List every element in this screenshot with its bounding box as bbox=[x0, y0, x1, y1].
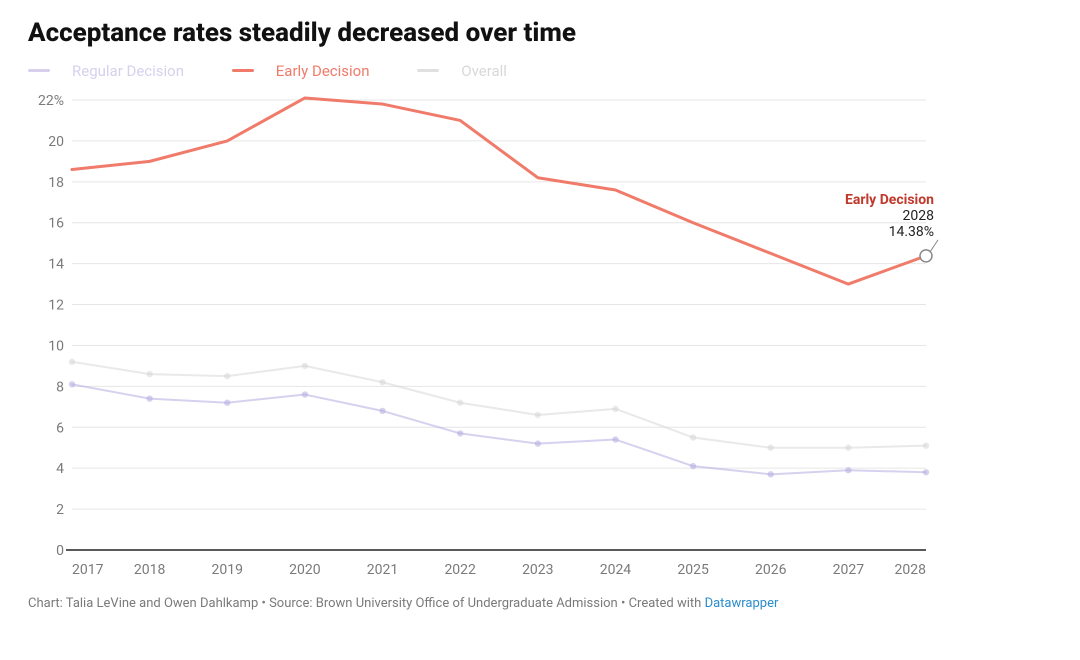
legend-item-regular: Regular Decision bbox=[28, 62, 206, 80]
svg-text:14.38%: 14.38% bbox=[889, 223, 934, 239]
svg-text:2025: 2025 bbox=[677, 562, 709, 578]
legend-label-early: Early Decision bbox=[276, 62, 370, 80]
svg-text:2018: 2018 bbox=[134, 562, 166, 578]
svg-text:10: 10 bbox=[48, 338, 64, 354]
svg-text:6: 6 bbox=[56, 420, 64, 436]
svg-text:2026: 2026 bbox=[755, 562, 787, 578]
svg-text:12: 12 bbox=[48, 297, 64, 313]
svg-text:4: 4 bbox=[56, 461, 64, 477]
legend-label-regular: Regular Decision bbox=[72, 62, 184, 80]
svg-text:2020: 2020 bbox=[289, 562, 321, 578]
legend-item-early: Early Decision bbox=[232, 62, 392, 80]
svg-text:2: 2 bbox=[56, 502, 64, 518]
legend-label-overall: Overall bbox=[461, 62, 507, 80]
page-title: Acceptance rates steadily decreased over… bbox=[28, 18, 1052, 48]
svg-text:2024: 2024 bbox=[600, 562, 632, 578]
svg-text:Early Decision: Early Decision bbox=[845, 191, 934, 207]
legend: Regular Decision Early Decision Overall bbox=[28, 58, 1052, 80]
legend-item-overall: Overall bbox=[417, 62, 529, 80]
svg-text:2021: 2021 bbox=[367, 562, 398, 578]
legend-swatch-overall bbox=[417, 69, 439, 72]
svg-text:2023: 2023 bbox=[522, 562, 553, 578]
svg-text:2028: 2028 bbox=[903, 207, 935, 223]
svg-text:2022: 2022 bbox=[444, 562, 476, 578]
svg-text:14: 14 bbox=[48, 256, 64, 272]
svg-text:2019: 2019 bbox=[212, 562, 243, 578]
datawrapper-link[interactable]: Datawrapper bbox=[705, 596, 779, 611]
svg-text:16: 16 bbox=[48, 215, 64, 231]
svg-text:2027: 2027 bbox=[833, 562, 865, 578]
legend-swatch-early bbox=[232, 69, 254, 72]
svg-text:20: 20 bbox=[48, 133, 64, 149]
svg-text:18: 18 bbox=[48, 174, 64, 190]
svg-text:0: 0 bbox=[56, 543, 64, 559]
svg-text:22%: 22% bbox=[38, 93, 64, 109]
svg-text:8: 8 bbox=[56, 379, 64, 395]
chart-footer: Chart: Talia LeVine and Owen Dahlkamp • … bbox=[28, 596, 1052, 611]
legend-swatch-regular bbox=[28, 69, 50, 72]
line-chart: 0 2 4 6 8 10 12 14 16 18 20 22% 2017 2018 2019 2020 2021… bbox=[28, 86, 1046, 586]
footer-text: Chart: Talia LeVine and Owen Dahlkamp • … bbox=[28, 596, 705, 611]
svg-text:2028: 2028 bbox=[895, 562, 927, 578]
svg-text:2017: 2017 bbox=[72, 562, 104, 578]
